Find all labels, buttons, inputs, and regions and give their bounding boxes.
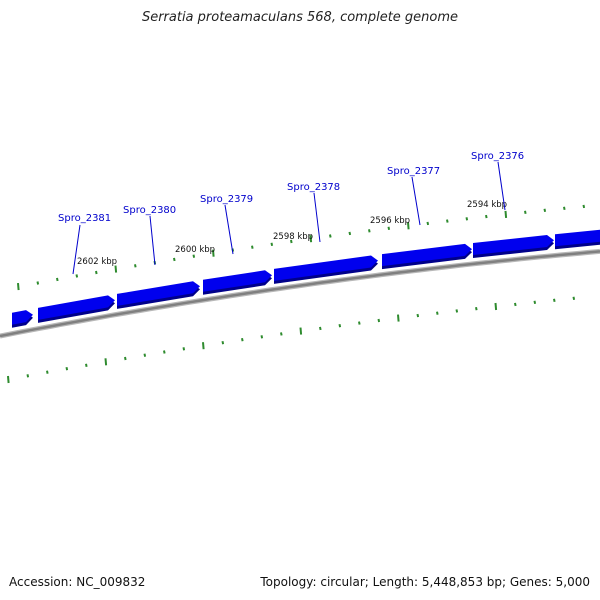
gene-arrow xyxy=(382,243,472,267)
gene-leader-line xyxy=(313,192,321,243)
outer-tick xyxy=(36,281,40,285)
outer-tick xyxy=(563,206,566,210)
inner-tick xyxy=(397,314,400,322)
gene-label: Spro_2380 xyxy=(123,205,176,216)
outer-tick xyxy=(173,257,176,262)
gene-leader-line xyxy=(72,224,81,275)
gene-label: Spro_2376 xyxy=(471,151,524,162)
accession-label: Accession: NC_009832 xyxy=(9,575,146,589)
inner-tick xyxy=(416,313,420,318)
inner-tick xyxy=(124,356,127,361)
inner-tick xyxy=(494,302,498,311)
inner-tick xyxy=(241,338,244,342)
gene-label: Spro_2378 xyxy=(287,182,340,193)
outer-tick xyxy=(309,235,313,243)
inner-tick xyxy=(299,327,303,335)
scale-label: 2602 kbp xyxy=(77,257,117,267)
scale-label: 2594 kbp xyxy=(467,200,507,210)
inner-tick xyxy=(46,370,49,374)
outer-tick xyxy=(543,208,547,212)
inner-tick xyxy=(338,324,342,328)
outer-tick xyxy=(114,265,118,273)
inner-tick xyxy=(436,311,439,315)
gene-arrow xyxy=(203,270,272,292)
outer-tick xyxy=(348,231,352,236)
outer-tick xyxy=(426,221,430,226)
gene-leader-line xyxy=(411,176,421,226)
gene-label: Spro_2381 xyxy=(58,213,111,224)
inner-tick xyxy=(104,358,108,366)
backbone-line xyxy=(0,250,600,338)
scale-label: 2596 kbp xyxy=(370,216,410,226)
genome-backbone xyxy=(0,248,600,339)
outer-tick xyxy=(368,229,371,233)
inner-tick xyxy=(182,347,186,351)
map-title: Serratia proteamaculans 568, complete ge… xyxy=(141,10,459,25)
outer-tick xyxy=(485,214,488,219)
gene-arrow xyxy=(274,255,378,281)
gene-label: Spro_2377 xyxy=(387,166,440,177)
outer-tick xyxy=(582,204,586,209)
inner-tick xyxy=(85,363,88,367)
gene-leader-line xyxy=(224,204,234,255)
inner-tick xyxy=(319,326,322,331)
gene-label: Spro_2379 xyxy=(200,194,253,205)
gene-arrow xyxy=(555,229,600,247)
scale-label: 2600 kbp xyxy=(175,245,215,255)
gene-arrow xyxy=(473,235,554,255)
inner-tick xyxy=(7,375,10,384)
inner-tick xyxy=(455,309,459,313)
outer-tick xyxy=(524,210,527,214)
inner-tick xyxy=(143,353,147,357)
outer-tick xyxy=(56,277,59,282)
outer-tick xyxy=(465,217,469,221)
inner-tick xyxy=(572,296,576,300)
outer-tick xyxy=(290,239,293,244)
outer-tick xyxy=(192,254,196,258)
scale-label: 2598 kbp xyxy=(273,232,313,242)
outer-tick xyxy=(17,283,20,291)
gene-arrow xyxy=(117,281,200,306)
outer-tick xyxy=(251,245,254,249)
outer-tick xyxy=(212,249,215,257)
gene-arrow xyxy=(38,295,115,320)
inner-tick xyxy=(280,332,283,336)
inner-tick xyxy=(533,300,537,304)
inner-tick xyxy=(26,374,30,378)
outer-tick xyxy=(95,270,98,275)
inner-tick xyxy=(260,335,264,339)
outer-tick xyxy=(329,234,332,238)
inner-tick xyxy=(202,342,205,350)
gene-leader-line xyxy=(149,215,156,266)
outer-tick xyxy=(446,219,449,223)
outer-tick xyxy=(75,274,79,278)
inner-tick xyxy=(553,298,556,302)
outer-tick xyxy=(134,264,137,268)
genome-summary: Topology: circular; Length: 5,448,853 bp… xyxy=(260,575,590,589)
inner-tick xyxy=(65,367,69,371)
inner-tick xyxy=(377,318,381,323)
inner-tick-ring xyxy=(7,296,576,384)
gene-labels: Spro_2381 Spro_2380 Spro_2379 Spro_2378 Spro… xyxy=(58,151,524,275)
outer-tick xyxy=(387,226,391,230)
gene-track xyxy=(12,229,600,328)
inner-tick xyxy=(358,321,361,325)
inner-tick xyxy=(163,350,166,354)
outer-tick xyxy=(270,242,274,246)
inner-tick xyxy=(514,302,517,307)
outer-tick xyxy=(407,222,410,230)
scale-labels: 2602 kbp 2600 kbp 2598 kbp 2596 kbp 2594 kbp xyxy=(77,200,507,267)
gene-leader-line xyxy=(497,161,506,211)
inner-tick xyxy=(221,341,225,345)
gene-arrow xyxy=(12,310,33,325)
outer-tick xyxy=(504,210,508,218)
inner-tick xyxy=(475,307,478,311)
